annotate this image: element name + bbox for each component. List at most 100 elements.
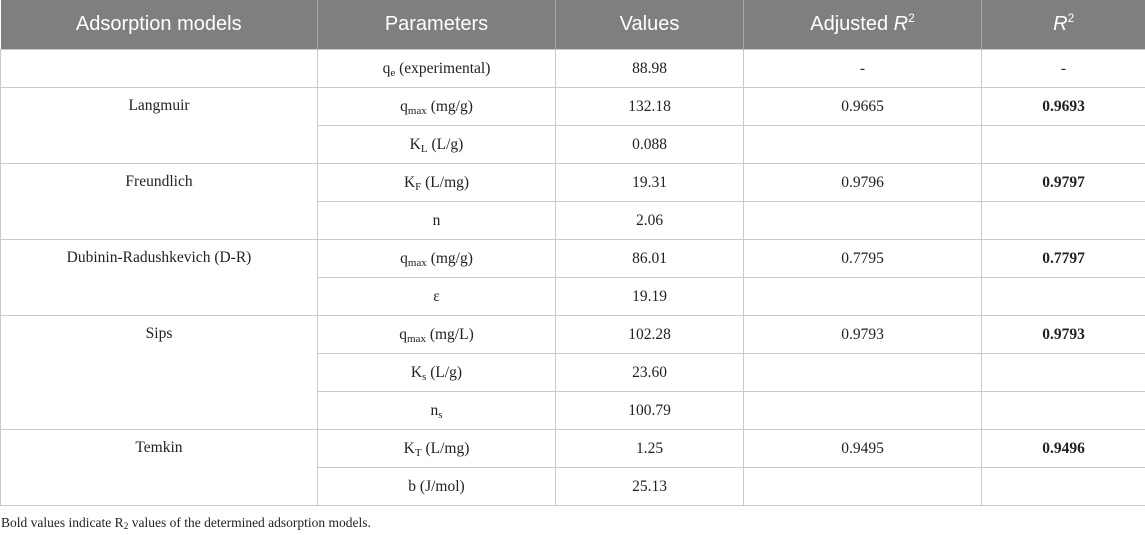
param-subscript: F [415,180,422,193]
parameter-cell: KT (L/mg) [317,429,556,468]
param-unit: (J/mol) [416,477,465,495]
header-r2: R2 [981,0,1145,50]
r2-cell [981,391,1145,430]
model-cell [0,49,318,88]
footnote-text-end: values of the determined adsorption mode… [128,515,371,530]
adjusted-r2-cell [743,391,982,430]
parameter-cell: Ks (L/g) [317,353,556,392]
table-row: ns 100.79 [1,391,1145,430]
value-cell: 88.98 [555,49,744,88]
adjusted-r2-cell [743,353,982,392]
param-symbol: n [432,211,441,229]
r2-cell [981,467,1145,506]
param-symbol: K [403,173,416,191]
adjusted-r2-cell: 0.9495 [743,429,982,468]
param-subscript: e [390,66,396,79]
value-cell: 23.60 [555,353,744,392]
table-row: qe (experimental) 88.98 - - [0,49,1145,88]
param-subscript: L [420,142,428,155]
param-unit: (L/mg) [421,173,470,191]
param-unit: (L/g) [426,363,463,381]
table-row: KL (L/g) 0.088 [1,125,1145,164]
parameter-cell: KL (L/g) [317,125,556,164]
r2-cell: 0.9693 [981,87,1145,126]
parameter-cell: qmax (mg/g) [317,87,556,126]
r2-cell: - [981,49,1145,88]
adjusted-r2-cell: 0.7795 [743,239,982,278]
param-unit: (mg/L) [425,325,474,343]
header-values: Values [555,0,744,50]
param-subscript: s [422,370,427,383]
adjusted-r2-cell [743,277,982,316]
table-row: Sips qmax (mg/L) 102.28 0.9793 0.9793 [0,315,1145,430]
adjusted-r2-cell: 0.9665 [743,87,982,126]
param-symbol: b [408,477,417,495]
param-subscript: max [407,332,426,345]
param-unit: (mg/g) [426,97,473,115]
param-subscript: s [438,408,443,421]
model-cell: Dubinin-Radushkevich (D-R) [0,239,318,316]
r2-cell [981,125,1145,164]
header-parameters: Parameters [317,0,556,50]
param-symbol: K [409,135,421,153]
param-subscript: max [407,256,427,269]
parameter-cell: b (J/mol) [317,467,556,506]
param-symbol: q [382,59,391,77]
param-unit: (mg/g) [426,249,473,267]
value-cell: 86.01 [555,239,744,278]
header-adjusted-r-superscript: 2 [908,11,915,25]
value-cell: 19.31 [555,163,744,202]
table-row: Langmuir qmax (mg/g) 132.18 0.9665 0.969… [0,87,1145,164]
table-row: Freundlich KF (L/mg) 19.31 0.9796 0.9797 [0,163,1145,240]
header-r-superscript: 2 [1067,11,1075,25]
param-symbol: n [430,401,439,419]
param-subscript: max [407,104,427,117]
model-cell: Freundlich [0,163,318,240]
r2-cell: 0.9496 [981,429,1145,468]
param-symbol: ε [433,287,440,305]
parameter-cell: qmax (mg/L) [317,315,556,354]
model-cell: Temkin [0,429,318,506]
adsorption-models-table: Adsorption models Parameters Values Adju… [0,0,1145,506]
value-cell: 132.18 [555,87,744,126]
adjusted-r2-cell [743,467,982,506]
table-row: ε 19.19 [1,277,1145,316]
param-unit: (L/g) [427,135,464,153]
table-row: n 2.06 [1,201,1145,240]
footnote-text: Bold values indicate R [1,515,124,530]
table-row: Temkin KT (L/mg) 1.25 0.9495 0.9496 [0,429,1145,506]
r2-cell [981,277,1145,316]
header-row: Adsorption models Parameters Values Adju… [0,0,1145,50]
parameter-cell: ε [317,277,556,316]
header-adjusted-label: Adjusted [810,13,894,35]
parameter-cell: n [317,201,556,240]
param-symbol: K [410,363,423,381]
value-cell: 102.28 [555,315,744,354]
value-cell: 100.79 [555,391,744,430]
header-adjusted-r2: Adjusted R2 [743,0,982,50]
header-adjusted-r-symbol: R [893,13,909,35]
adjusted-r2-cell: 0.9796 [743,163,982,202]
parameter-cell: KF (L/mg) [317,163,556,202]
value-cell: 19.19 [555,277,744,316]
table-footnote: Bold values indicate R2 values of the de… [1,515,371,532]
param-unit: (experimental) [395,59,491,77]
r2-cell [981,201,1145,240]
parameter-cell: qe (experimental) [317,49,556,88]
table-row: Dubinin-Radushkevich (D-R) qmax (mg/g) 8… [0,239,1145,316]
param-symbol: q [399,325,407,343]
param-symbol: q [400,249,408,267]
adjusted-r2-cell: - [743,49,982,88]
param-symbol: K [403,439,415,457]
r2-cell: 0.9797 [981,163,1145,202]
param-symbol: q [400,97,408,115]
param-unit: (L/mg) [421,439,470,457]
adjusted-r2-cell: 0.9793 [743,315,982,354]
footnote-subscript: 2 [123,522,129,532]
parameter-cell: qmax (mg/g) [317,239,556,278]
model-cell: Sips [0,315,318,430]
value-cell: 1.25 [555,429,744,468]
value-cell: 25.13 [555,467,744,506]
header-r-symbol: R [1053,13,1068,35]
r2-cell: 0.7797 [981,239,1145,278]
